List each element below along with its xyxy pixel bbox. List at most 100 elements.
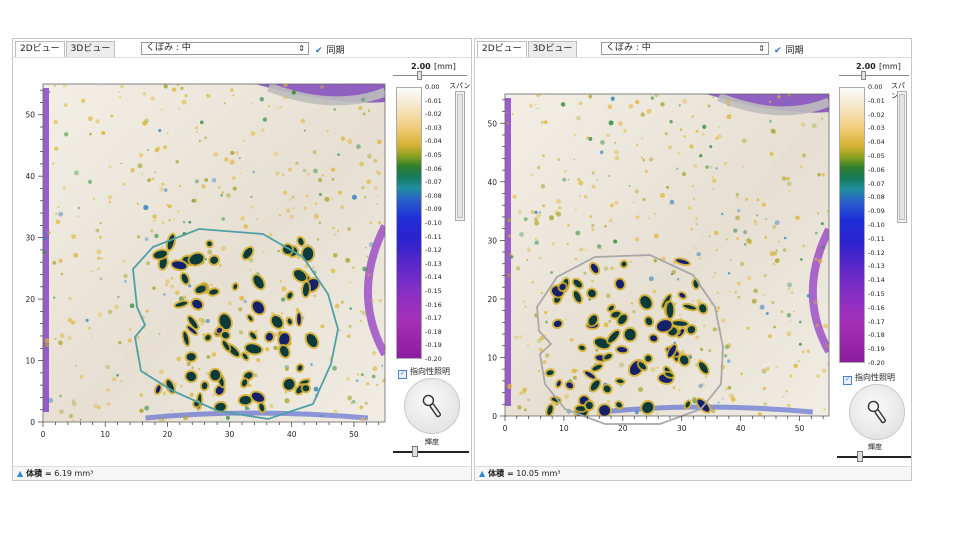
surface-texture-dot [798, 360, 800, 363]
surface-texture-dot [286, 96, 289, 100]
surface-texture-dot [277, 249, 280, 253]
surface-texture-dot [108, 200, 112, 204]
surface-texture-dot [170, 284, 175, 289]
surface-texture-dot [617, 121, 623, 126]
surface-texture-dot [774, 220, 780, 226]
surface-texture-dot [539, 347, 543, 352]
surface-texture-dot [250, 131, 256, 137]
span-scroll-thumb[interactable] [899, 94, 905, 220]
selection-outline[interactable] [536, 254, 724, 425]
pit [239, 395, 252, 405]
sync-checkbox[interactable]: ✔ 同期 [774, 43, 804, 56]
brightness-slider-track[interactable] [837, 456, 911, 458]
directional-light-checkbox[interactable]: ✓ 指向性照明 [398, 366, 450, 379]
surface-texture-dot [376, 194, 379, 197]
surface-texture-dot [107, 309, 113, 315]
surface-texture-dot [347, 395, 353, 401]
surface-texture-dot [798, 342, 802, 346]
span-slider-track[interactable] [839, 75, 909, 76]
x-tick-label: 40 [736, 424, 746, 433]
surface-texture-dot [58, 340, 63, 346]
surface-texture-dot [331, 197, 333, 200]
surface-texture-dot [373, 291, 376, 294]
surface-texture-dot [200, 322, 204, 326]
mode-select[interactable]: くぼみ : 中 ⇕ [601, 42, 769, 55]
surface-texture-dot [332, 226, 335, 230]
surface-texture-dot [360, 417, 366, 422]
surface-texture-dot [198, 139, 201, 142]
span-slider-thumb[interactable] [861, 71, 866, 80]
span-slider-track[interactable] [393, 75, 467, 76]
surface-texture-dot [620, 384, 622, 387]
surface-texture-dot [816, 212, 820, 215]
y-tick-label: 0 [492, 412, 497, 421]
surface-texture-dot [313, 294, 317, 298]
pit [556, 380, 561, 387]
brightness-slider-thumb[interactable] [857, 451, 863, 462]
surface-texture-dot [356, 144, 361, 149]
surface-texture-dot [753, 288, 758, 294]
pit [188, 316, 198, 329]
surface-texture-dot [99, 222, 102, 225]
surface-texture-dot [654, 212, 657, 215]
span-scrollbar[interactable] [897, 91, 907, 223]
directional-light-checkbox[interactable]: ✓ 指向性照明 [843, 372, 895, 385]
view-tabs: 2Dビュー 3Dビュー [477, 41, 578, 57]
light-direction-dial[interactable] [849, 384, 905, 440]
surface-texture-dot [556, 211, 561, 217]
span-scrollbar[interactable] [455, 91, 465, 221]
surface-texture-dot [678, 104, 681, 107]
surface-texture-dot [507, 273, 512, 278]
pit [253, 275, 264, 289]
surface-texture-dot [139, 393, 144, 397]
surface-texture-dot [189, 392, 194, 397]
brightness-slider-thumb[interactable] [412, 446, 418, 457]
surface-texture-dot [678, 313, 682, 317]
y-tick-label: 40 [25, 172, 35, 181]
surface-texture-dot [363, 195, 367, 199]
surface-texture-dot [540, 120, 544, 124]
pit [233, 284, 238, 290]
surface-texture-dot [795, 215, 800, 221]
tab-3d-view[interactable]: 3Dビュー [527, 41, 578, 57]
surface-texture-dot [310, 363, 313, 366]
surface-texture-dot [253, 373, 258, 378]
surface-texture-dot [769, 100, 772, 103]
surface-texture-dot [695, 129, 699, 133]
surface-texture-dot [279, 106, 282, 109]
surface-texture-dot [158, 333, 161, 335]
surface-texture-dot [821, 117, 824, 120]
tab-2d-view[interactable]: 2Dビュー [15, 41, 65, 57]
brightness-slider-track[interactable] [393, 451, 469, 453]
pit [302, 247, 314, 261]
pit [189, 253, 204, 265]
surface-texture-dot [800, 122, 806, 127]
surface-texture-dot [788, 374, 793, 378]
surface-texture-dot [55, 219, 61, 225]
surface-texture-dot [128, 328, 132, 331]
surface-texture-dot [54, 337, 57, 341]
height-map-plot[interactable]: 0 10 20 30 40 50 0 10 20 30 40 50 [13, 79, 393, 489]
sync-checkbox[interactable]: ✔ 同期 [315, 43, 345, 56]
height-map-plot[interactable]: 0 10 20 30 40 50 0 10 20 30 40 50 [475, 79, 837, 489]
surface-texture-dot [521, 389, 526, 395]
span-scroll-thumb[interactable] [457, 94, 463, 218]
span-slider-thumb[interactable] [417, 71, 422, 80]
surface-texture-dot [367, 109, 371, 112]
tab-2d-view[interactable]: 2Dビュー [477, 41, 527, 57]
surface-texture-dot [251, 101, 253, 104]
selection-outline[interactable] [132, 228, 339, 420]
surface-texture-dot [144, 118, 150, 124]
surface-texture-dot [221, 191, 224, 194]
surface-texture-dot [691, 396, 697, 402]
tab-3d-view[interactable]: 3Dビュー [65, 41, 116, 57]
surface-texture-dot [318, 193, 322, 196]
light-direction-dial[interactable] [404, 378, 460, 434]
surface-texture-dot [514, 335, 518, 340]
pit [192, 299, 203, 309]
surface-texture-dot [728, 290, 731, 293]
mode-select[interactable]: くぼみ : 中 ⇕ [141, 42, 309, 55]
pit [566, 382, 574, 389]
pit [298, 237, 304, 246]
surface-texture-dot [692, 197, 696, 201]
